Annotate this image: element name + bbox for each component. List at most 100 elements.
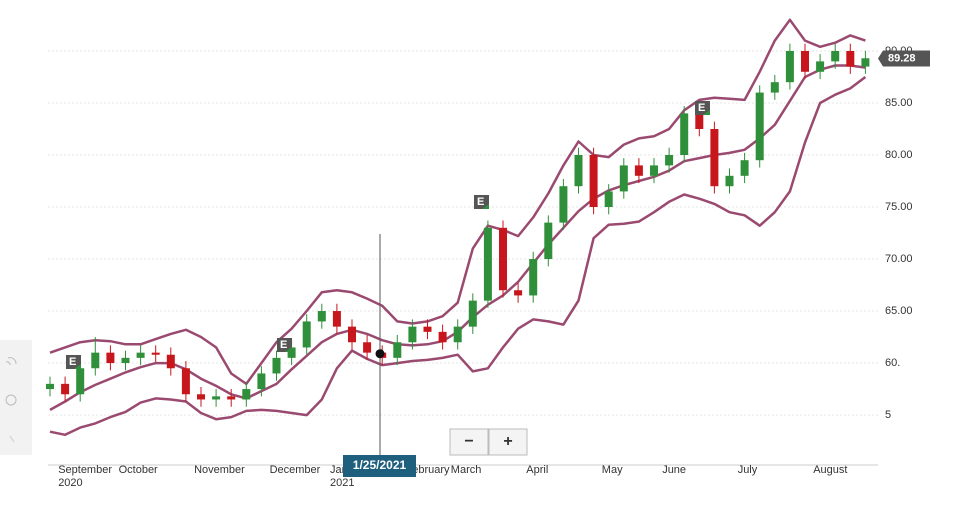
candle-body	[846, 50, 855, 67]
candle-body	[831, 50, 840, 62]
candle-body	[272, 357, 281, 374]
x-tick-label: June	[662, 464, 686, 476]
bands	[49, 18, 867, 437]
candle-body	[453, 326, 462, 343]
candle-body	[589, 155, 598, 208]
candle-body	[710, 128, 719, 187]
y-tick-label: 75.00	[885, 201, 913, 213]
overlay: E E E E 1/25/2021 89.28 − +	[66, 50, 930, 477]
toolbar-icon[interactable]	[9, 435, 15, 443]
side-toolbar	[0, 340, 32, 455]
candle-body	[725, 175, 734, 187]
event-marker-flag	[285, 347, 292, 352]
event-label: E	[69, 356, 76, 368]
event-marker-flag	[482, 204, 489, 209]
crosshair-label: 1/25/2021	[353, 458, 407, 472]
candle-body	[604, 191, 613, 208]
x-tick-label: November	[194, 464, 245, 476]
grid: 560.65.0070.0075.0080.0085.0090.00Septem…	[48, 45, 913, 489]
candle-body	[423, 326, 432, 332]
x-tick-label: October	[119, 464, 158, 476]
candle-body	[544, 222, 553, 260]
candle-body	[46, 383, 54, 390]
event-marker[interactable]	[695, 101, 710, 115]
candle-body	[529, 259, 538, 296]
candle-body	[348, 326, 356, 343]
candle-body	[514, 290, 523, 296]
event-label: E	[698, 102, 705, 114]
candle-body	[363, 342, 372, 353]
zoom-button-label[interactable]: −	[464, 433, 473, 450]
candle-body	[695, 113, 704, 129]
event-label: E	[280, 339, 287, 351]
candle-body	[166, 354, 175, 369]
candle-body	[755, 92, 764, 161]
crosshair-point	[375, 349, 385, 359]
candle-body	[740, 160, 749, 176]
price-tag-label: 89.28	[888, 52, 916, 64]
candle-body	[121, 357, 130, 364]
candle-body	[197, 394, 205, 400]
toolbar-icon[interactable]	[5, 394, 17, 406]
candles	[46, 43, 870, 407]
band-line	[49, 18, 866, 386]
candle-body	[317, 311, 326, 322]
candle-body	[801, 50, 809, 72]
x-tick-label: August	[813, 464, 847, 476]
candle-body	[151, 352, 160, 355]
y-tick-label: 70.00	[885, 253, 913, 265]
year-label: 2021	[330, 477, 354, 489]
event-marker[interactable]	[277, 338, 292, 352]
x-tick-label: April	[526, 464, 548, 476]
candle-body	[302, 321, 311, 348]
candle-body	[483, 227, 492, 301]
candle-body	[227, 396, 236, 400]
candle-body	[680, 113, 689, 155]
candle-body	[393, 342, 402, 358]
candle-body	[438, 331, 447, 343]
crosshair-tooltip	[343, 455, 416, 477]
candle-body	[468, 300, 477, 327]
candle-body	[499, 227, 507, 291]
candle-body	[408, 326, 417, 343]
candle-body	[574, 155, 583, 187]
candle-body	[136, 352, 145, 358]
zoom-button-label[interactable]: +	[503, 433, 512, 450]
y-tick-label: 5	[885, 409, 891, 421]
event-marker[interactable]	[66, 355, 81, 369]
candle-body	[242, 389, 251, 400]
zoom-button[interactable]	[488, 428, 528, 456]
x-tick-label: May	[602, 464, 623, 476]
candle-body	[650, 165, 658, 176]
y-tick-label: 65.00	[885, 305, 913, 317]
candle-body	[212, 396, 221, 400]
candle-body	[665, 155, 674, 166]
event-marker[interactable]	[474, 195, 489, 209]
candle-body	[257, 373, 266, 390]
toolbar-icon[interactable]	[5, 357, 17, 366]
candle-body	[861, 58, 870, 67]
year-label: 2020	[58, 477, 82, 489]
candle-body	[816, 61, 825, 72]
candle-body	[332, 311, 341, 327]
x-tick-label: July	[738, 464, 758, 476]
y-tick-label: 80.00	[885, 149, 913, 161]
candle-body	[76, 368, 85, 395]
candle-body	[91, 352, 100, 369]
candle-body	[106, 352, 115, 364]
event-marker-flag	[703, 110, 710, 115]
event-label: E	[477, 196, 484, 208]
event-marker-flag	[74, 364, 81, 369]
candle-body	[770, 82, 779, 93]
x-tick-label: February	[406, 464, 451, 476]
x-tick-label: March	[451, 464, 482, 476]
zoom-button[interactable]	[449, 428, 489, 456]
candle-body	[559, 186, 568, 223]
candle-body	[634, 165, 643, 176]
candle-body	[619, 165, 628, 192]
candle-body	[181, 368, 190, 395]
price-tag	[878, 50, 930, 67]
candle-body	[785, 50, 794, 83]
x-tick-label: September	[58, 464, 112, 476]
